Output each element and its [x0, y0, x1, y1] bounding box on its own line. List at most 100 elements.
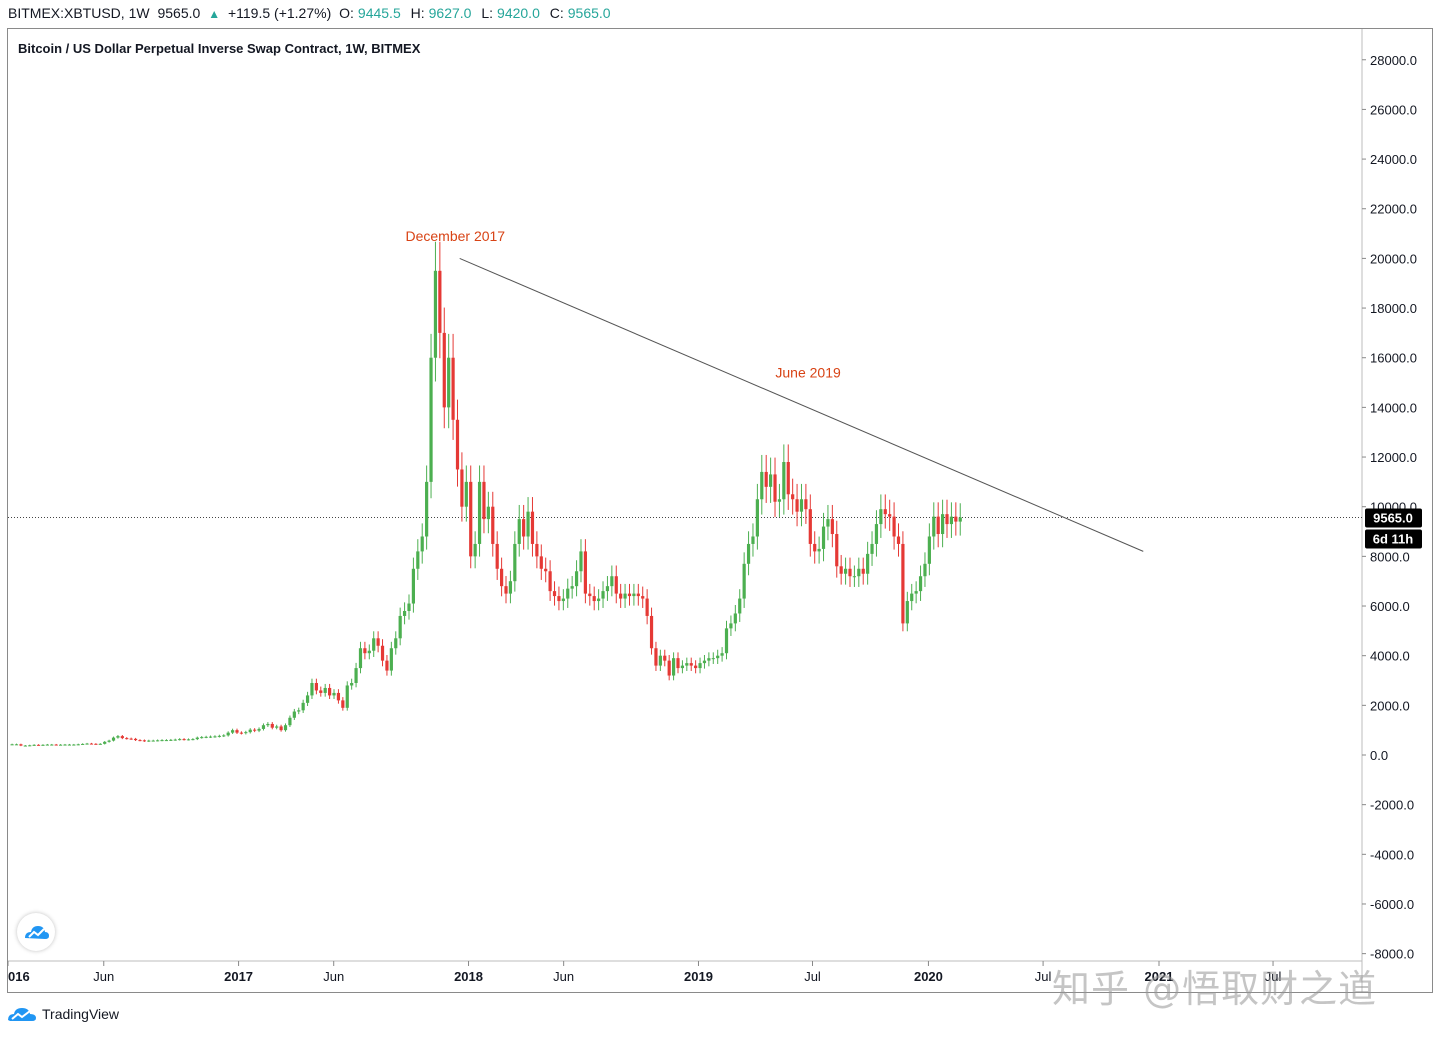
- candle-body: [923, 563, 927, 577]
- candle-body: [156, 740, 160, 742]
- candle-body: [513, 543, 517, 582]
- high-value: 9627.0: [428, 5, 472, 21]
- candle-body: [830, 519, 834, 535]
- candle-body: [958, 517, 962, 522]
- y-tick-label: 18000.0: [1370, 301, 1417, 316]
- chart-title: Bitcoin / US Dollar Perpetual Inverse Sw…: [18, 41, 421, 56]
- candle-body: [116, 736, 120, 738]
- candle-body: [350, 682, 354, 686]
- candle-body: [579, 551, 583, 572]
- high-label: H:: [410, 5, 425, 21]
- time-axis[interactable]: 016 Jun 2017 Jun 2018 Jun 2019 Jul 2020 Jul 2021 Ju…: [7, 961, 1281, 984]
- candle-body: [592, 596, 596, 602]
- candle-body: [508, 581, 513, 594]
- candle-body: [72, 744, 76, 746]
- y-tick-label: -2000.0: [1370, 798, 1414, 813]
- candle-body: [332, 692, 336, 696]
- candle-body: [583, 551, 587, 594]
- open-value: 9445.5: [357, 5, 401, 21]
- candle-body: [597, 598, 601, 602]
- candle-body: [504, 586, 508, 594]
- annotation-label[interactable]: June 2019: [775, 365, 841, 381]
- candle-body: [817, 548, 821, 552]
- annotation-label[interactable]: December 2017: [405, 228, 505, 244]
- y-tick-label: -6000.0: [1370, 897, 1414, 912]
- candle-body: [182, 739, 186, 741]
- candle-body: [169, 739, 173, 741]
- candle-body: [535, 543, 539, 557]
- x-tick-label: Jul: [1035, 969, 1052, 984]
- candle-body: [178, 739, 182, 741]
- candle-body: [266, 723, 270, 726]
- candle-body: [416, 551, 420, 569]
- candle-body: [447, 357, 451, 408]
- candle-body: [81, 743, 85, 745]
- trendline[interactable]: [459, 257, 1144, 552]
- candle-body: [341, 700, 345, 708]
- candle-body: [103, 741, 107, 744]
- candle-body: [782, 462, 786, 500]
- candle-body: [671, 658, 676, 676]
- tradingview-watermark-logo[interactable]: [17, 913, 55, 951]
- candle-body: [720, 653, 724, 656]
- candle-body: [804, 499, 808, 510]
- candle-body: [191, 739, 195, 741]
- candle-body: [270, 723, 274, 728]
- candle-body: [292, 711, 296, 718]
- candle-body: [500, 568, 504, 587]
- candle-body: [866, 553, 870, 574]
- candle-body: [486, 506, 490, 520]
- annotations: December 2017 June 2019: [405, 228, 841, 381]
- candle-body: [680, 665, 685, 669]
- candle-body: [883, 509, 887, 515]
- zhihu-watermark: 知乎 @悟取财之道: [1052, 967, 1378, 1011]
- candle-body: [354, 668, 358, 683]
- candle-body: [217, 735, 221, 737]
- candle-body: [358, 648, 363, 669]
- candle-body: [455, 419, 460, 470]
- candle-body: [186, 739, 191, 741]
- y-tick-label: 20000.0: [1370, 251, 1417, 266]
- candle-body: [888, 514, 892, 517]
- candle-body: [777, 499, 782, 502]
- candle-body: [323, 687, 327, 693]
- candle-body: [799, 499, 804, 512]
- candle-body: [813, 543, 817, 552]
- candle-body: [751, 536, 755, 544]
- y-tick-label: 28000.0: [1370, 53, 1417, 68]
- y-tick-label: 2000.0: [1370, 698, 1410, 713]
- x-tick-label: 016: [8, 969, 30, 984]
- candle-body: [491, 506, 495, 544]
- x-tick-label: Jun: [93, 969, 114, 984]
- last-price-badge: 9565.0 6d 11h: [1365, 508, 1422, 549]
- candle-body: [755, 499, 759, 537]
- candle-body: [429, 357, 433, 482]
- candle-body: [517, 519, 521, 544]
- candle-body: [495, 543, 499, 569]
- candle-body: [570, 586, 574, 589]
- x-tick-label: 2017: [224, 969, 253, 984]
- price-chart[interactable]: Bitcoin / US Dollar Perpetual Inverse Sw…: [0, 0, 1440, 1000]
- candle-body: [526, 511, 530, 537]
- tradingview-footer[interactable]: TradingView: [6, 1003, 119, 1025]
- price-axis[interactable]: 28000.0 26000.0 24000.0 22000.0 20000.0 18000…: [1362, 53, 1417, 962]
- candle-body: [402, 610, 407, 616]
- candle-body: [394, 638, 398, 649]
- low-value: 9420.0: [497, 5, 540, 21]
- candle-body: [36, 744, 41, 746]
- candle-body: [469, 481, 473, 557]
- candle-body: [85, 743, 89, 745]
- candle-body: [839, 566, 843, 574]
- candle-body: [821, 526, 826, 549]
- countdown-badge-text: 6d 11h: [1373, 532, 1414, 547]
- candle-body: [791, 494, 795, 500]
- symbol-label[interactable]: BITMEX:XBTUSD, 1W: [8, 5, 150, 21]
- candle-body: [222, 735, 226, 737]
- candle-body: [574, 571, 579, 587]
- candle-body: [936, 516, 940, 535]
- candle-body: [160, 740, 164, 742]
- candle-body: [204, 736, 208, 738]
- candle-body: [67, 744, 72, 746]
- candle-body: [658, 655, 662, 666]
- candle-body: [363, 648, 367, 654]
